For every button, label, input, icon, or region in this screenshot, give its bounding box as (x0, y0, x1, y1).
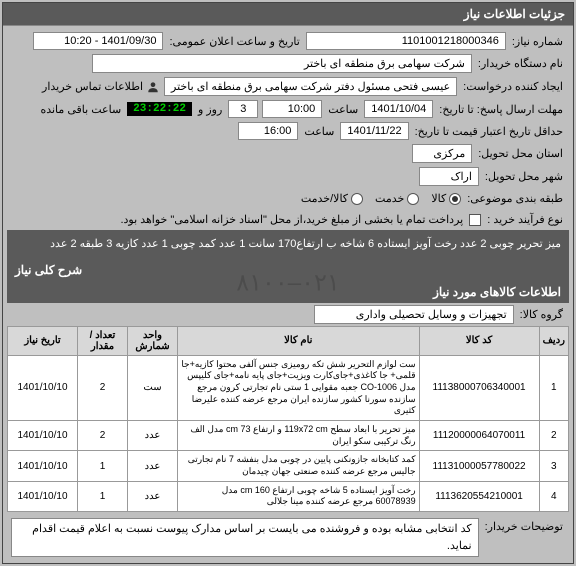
goods-table: ردیفکد کالانام کالاواحد شمارشتعداد / مقد… (7, 326, 569, 513)
province-field: مرکزی (412, 144, 472, 163)
group-label: گروه کالا: (518, 306, 565, 323)
table-cell: رخت آویز ایستاده 5 شاخه چوبی ارتفاع 160 … (178, 481, 420, 511)
buyer-label: نام دستگاه خریدار: (476, 55, 565, 72)
table-header: کد کالا (419, 326, 539, 355)
remaining-label: ساعت باقی مانده (38, 101, 123, 118)
radio-khedmat[interactable]: خدمت (375, 192, 419, 205)
process-checkbox[interactable] (469, 214, 481, 226)
radio-kala[interactable]: کالا (431, 192, 461, 205)
table-cell: 2 (78, 355, 128, 420)
deadline-time: 10:00 (262, 100, 322, 118)
table-cell: 2 (78, 420, 128, 450)
ratio-label: طبقه بندی موضوعی: (465, 190, 565, 207)
radio-dot (407, 193, 419, 205)
table-row: 21112000006407001​1میز تحریر با ابعاد سط… (8, 420, 569, 450)
panel-title: جزئیات اطلاعات نیاز (3, 3, 573, 26)
table-header: تاریخ نیاز (8, 326, 78, 355)
table-cell: عدد (128, 481, 178, 511)
table-cell: 1401/10/10 (8, 451, 78, 481)
buyer-field: شرکت سهامی برق منطقه ای باختر (92, 54, 472, 73)
table-cell: میز تحریر با ابعاد سطح 119x72 cm و ارتفا… (178, 420, 420, 450)
table-cell: ست (128, 355, 178, 420)
contact-label: اطلاعات تماس خریدار (42, 80, 143, 93)
days-value: 3 (228, 100, 258, 118)
table-row: 41113620554210001رخت آویز ایستاده 5 شاخه… (8, 481, 569, 511)
validity-date: 1401/11/22 (340, 122, 408, 140)
desc-label: شرح کلی نیاز (7, 259, 569, 281)
table-cell: 1 (78, 451, 128, 481)
radio-dot (351, 193, 363, 205)
radio-both[interactable]: کالا/خدمت (301, 192, 363, 205)
city-label: شهر محل تحویل: (483, 168, 565, 185)
group-field: تجهیزات و وسایل تحصیلی واداری (314, 305, 514, 324)
time-label-2: ساعت (302, 123, 336, 140)
table-row: 11113800070634000​1ست لوازم التحریر شش ت… (8, 355, 569, 420)
notes-label: توضیحات خریدار: (483, 518, 565, 535)
table-header: واحد شمارش (128, 326, 178, 355)
ratio-group: کالا خدمت کالا/خدمت (301, 192, 461, 205)
table-cell: 1113800070634000​1 (419, 355, 539, 420)
table-cell: 1 (539, 355, 568, 420)
city-field: اراک (419, 167, 479, 186)
announce-field: 1401/09/30 - 10:20 (33, 32, 163, 50)
validity-label: حداقل تاریخ اعتبار قیمت تا تاریخ: (413, 123, 565, 140)
table-cell: 1113620554210001 (419, 481, 539, 511)
province-label: استان محل تحویل: (476, 145, 565, 162)
days-label: روز و (196, 101, 224, 118)
desc-band: میز تحریر چوبی 2 عدد رخت آویز ایستاده 6 … (7, 230, 569, 259)
need-no-label: شماره نیاز: (510, 33, 565, 50)
table-header: ردیف (539, 326, 568, 355)
announce-label: تاریخ و ساعت اعلان عمومی: (167, 33, 301, 50)
desc-text: میز تحریر چوبی 2 عدد رخت آویز ایستاده 6 … (15, 236, 561, 253)
table-cell: 3 (539, 451, 568, 481)
table-cell: 4 (539, 481, 568, 511)
table-cell: ست لوازم التحریر شش تکه رومیزی جنس آلفی … (178, 355, 420, 420)
table-cell: 1112000006407001​1 (419, 420, 539, 450)
countdown-timer: 23:22:22 (127, 102, 192, 116)
table-cell: 1 (78, 481, 128, 511)
table-cell: 1113100005778002​2 (419, 451, 539, 481)
table-cell: عدد (128, 451, 178, 481)
table-cell: 1401/10/10 (8, 355, 78, 420)
table-cell: عدد (128, 420, 178, 450)
creator-label: ایجاد کننده درخواست: (461, 78, 565, 95)
validity-time: 16:00 (238, 122, 298, 140)
table-row: 31113100005778002​2کمد کتابخانه جازونکنی… (8, 451, 569, 481)
goods-title: اطلاعات کالاهای مورد نیاز (7, 281, 569, 303)
table-header: تعداد / مقدار (78, 326, 128, 355)
table-cell: 1401/10/10 (8, 420, 78, 450)
need-no-field: 1101001218000346 (306, 32, 506, 50)
contact-link[interactable]: اطلاعات تماس خریدار (42, 80, 160, 94)
process-label: نوع فرآیند خرید : (485, 211, 565, 228)
time-label-1: ساعت (326, 101, 360, 118)
creator-field: عیسی فتحی مسئول دفتر شرکت سهامی برق منطق… (164, 77, 457, 96)
table-cell: 1401/10/10 (8, 481, 78, 511)
process-note: پرداخت تمام یا بخشی از مبلغ خرید،از محل … (118, 211, 465, 228)
notes-field: کد انتخابی مشابه بوده و فروشنده می بایست… (11, 518, 479, 557)
person-icon (146, 80, 160, 94)
table-cell: 2 (539, 420, 568, 450)
deadline-label: مهلت ارسال پاسخ: تا تاریخ: (437, 101, 565, 118)
radio-dot (449, 193, 461, 205)
table-cell: کمد کتابخانه جازونکنی پایین در چوبی مدل … (178, 451, 420, 481)
deadline-date: 1401/10/04 (364, 100, 433, 118)
table-header: نام کالا (178, 326, 420, 355)
